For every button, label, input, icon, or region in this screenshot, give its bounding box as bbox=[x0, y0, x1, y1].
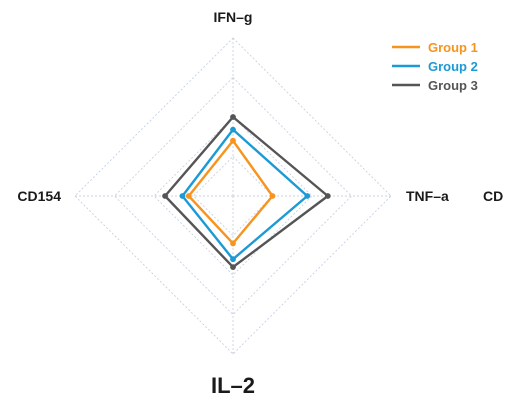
legend-label-group-1: Group 1 bbox=[428, 40, 478, 55]
axis-label-il-2: IL–2 bbox=[211, 373, 255, 398]
series-point-group-3-cd154 bbox=[162, 193, 168, 199]
series-point-group-1-il-2 bbox=[230, 240, 236, 247]
series-point-group-3-ifn-g bbox=[230, 114, 236, 120]
axis-label-cd154: CD154 bbox=[17, 188, 61, 204]
series-point-group-1-cd154 bbox=[185, 193, 192, 199]
series-point-group-1-ifn-g bbox=[230, 137, 236, 144]
series-line-group-1 bbox=[187, 139, 274, 245]
radar-series bbox=[162, 114, 331, 270]
series-point-group-2-ifn-g bbox=[230, 126, 236, 133]
axis-label-tnf-a: TNF–a bbox=[406, 188, 449, 204]
series-point-group-2-il-2 bbox=[230, 256, 236, 263]
series-point-group-2-tnf-a bbox=[304, 193, 311, 199]
legend-label-group-2: Group 2 bbox=[428, 59, 478, 74]
series-point-group-3-tnf-a bbox=[324, 193, 331, 199]
series-point-group-2-cd154 bbox=[179, 193, 186, 199]
series-point-group-3-il-2 bbox=[230, 264, 236, 270]
radar-grid bbox=[74, 37, 392, 355]
grid-ring-4 bbox=[74, 37, 392, 355]
legend-label-group-3: Group 3 bbox=[428, 78, 478, 93]
grid-ring-1 bbox=[192, 155, 274, 237]
series-point-group-1-tnf-a bbox=[269, 193, 276, 199]
axis-label-ifn-g: IFN–g bbox=[214, 9, 253, 25]
grid-ring-2 bbox=[153, 116, 313, 276]
legend: Group 1 Group 2 Group 3 bbox=[392, 40, 478, 93]
axis-label-cd-cut: CD bbox=[483, 188, 503, 204]
